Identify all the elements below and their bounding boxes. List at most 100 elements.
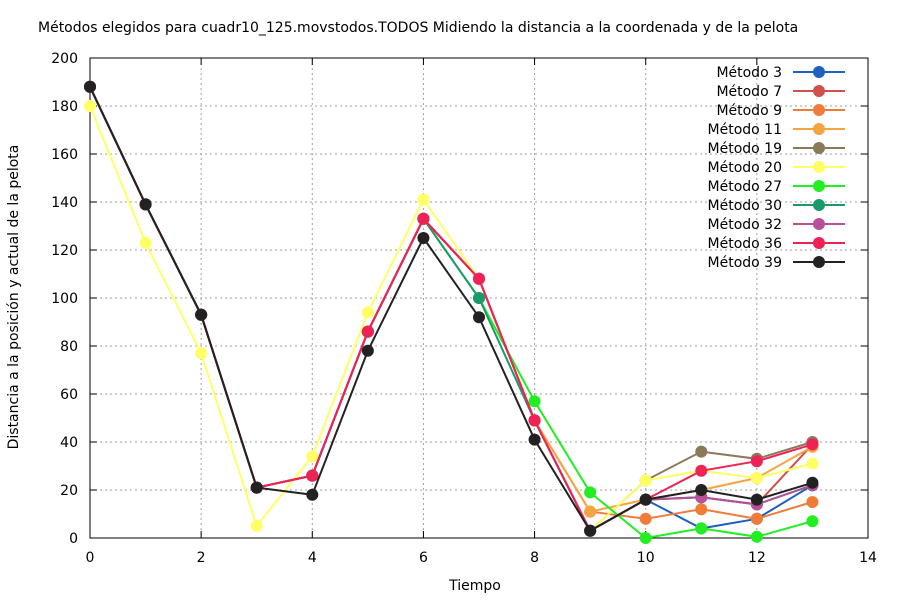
- legend-item: Método 36: [708, 236, 845, 252]
- grid: [89, 57, 869, 539]
- legend-label: Método 7: [716, 84, 782, 100]
- data-point: Método 27: 13, 7: [806, 515, 819, 528]
- x-tick-label: 0: [86, 550, 95, 566]
- legend-swatch-marker: [813, 85, 825, 97]
- data-point: Método 9: 11, 12: [695, 503, 708, 516]
- y-tick-label: 120: [51, 243, 78, 259]
- legend-label: Método 11: [708, 122, 782, 138]
- data-point: Método 39: 10, 16: [639, 493, 652, 506]
- legend-item: Método 11: [708, 122, 845, 138]
- legend-swatch-marker: [813, 237, 825, 249]
- data-point: Método 19: 11, 36: [695, 445, 708, 458]
- y-tick-label: 0: [69, 531, 78, 547]
- legend-item: Método 3: [716, 65, 845, 81]
- data-point: Método 39: 12, 16: [750, 493, 763, 506]
- data-point: Método 36: 6, 133: [417, 212, 430, 225]
- y-tick-label: 60: [60, 387, 78, 403]
- legend-item: Método 7: [716, 84, 845, 100]
- data-point: Método 30: 7, 100: [473, 292, 485, 304]
- data-point: Método 27: 8, 57: [528, 395, 541, 408]
- data-point: Método 36: 12, 32: [750, 455, 763, 468]
- data-point: Método 27: 9, 19: [584, 486, 597, 499]
- x-tick-label: 10: [637, 550, 655, 566]
- axes: 0 20 40 60 80 100 120 140 160 180 200 0 2 4 6 8 10 12 14: [51, 51, 877, 566]
- data-point: Método 20: 4, 34: [306, 450, 319, 463]
- y-tick-label: 160: [51, 147, 78, 163]
- legend-swatch-marker: [813, 123, 825, 135]
- x-tick-label: 8: [530, 550, 539, 566]
- y-axis-label: Distancia a la posición y actual de la p…: [6, 145, 22, 450]
- series-group: Método 3: 0, 188Método 3: 1, 139Método 3…: [84, 80, 819, 544]
- legend-label: Método 39: [708, 255, 782, 271]
- legend-swatch-marker: [813, 161, 825, 173]
- data-point: Método 39: 1, 139: [139, 198, 152, 211]
- data-point: Método 36: 13, 39: [806, 438, 819, 451]
- data-point: Método 27: 12, 0.5: [750, 530, 763, 543]
- data-point: Método 36: 11, 28: [695, 464, 708, 477]
- legend-label: Método 32: [708, 217, 782, 233]
- y-tick-label: 140: [51, 195, 78, 211]
- data-point: Método 39: 7, 92: [473, 311, 485, 324]
- legend-label: Método 20: [708, 160, 782, 176]
- y-tick-label: 40: [60, 435, 78, 451]
- data-point: Método 9: 13, 15: [806, 496, 819, 508]
- chart-title: Métodos elegidos para cuadr10_125.movsto…: [38, 20, 798, 36]
- data-point: Método 39: 4, 18: [306, 488, 319, 501]
- legend-item: Método 19: [708, 141, 845, 157]
- data-point: Método 39: 8, 41: [528, 433, 541, 446]
- data-point: Método 36: 8, 49: [528, 414, 541, 427]
- data-point: Método 39: 2, 93: [195, 308, 208, 321]
- data-point: Método 11: 9, 11: [584, 505, 597, 518]
- y-tick-label: 180: [51, 99, 78, 115]
- legend-label: Método 3: [716, 65, 782, 81]
- series-line: [89, 86, 813, 533]
- legend-label: Método 27: [708, 179, 782, 195]
- data-point: Método 20: 6, 141: [417, 193, 430, 206]
- x-tick-label: 2: [197, 550, 206, 566]
- legend-swatch-marker: [813, 180, 825, 192]
- data-point: Método 9: 10, 8: [639, 512, 652, 525]
- data-point: Método 20: 10, 24: [639, 474, 652, 487]
- legend-label: Método 9: [716, 103, 782, 119]
- data-point: Método 20: 12, 25: [750, 472, 763, 484]
- legend-swatch-marker: [813, 66, 825, 78]
- legend-item: Método 30: [708, 198, 845, 214]
- x-tick-label: 4: [308, 550, 317, 566]
- data-point: Método 39: 11, 20: [695, 484, 708, 496]
- legend-label: Método 30: [708, 198, 782, 214]
- data-point: Método 9: 12, 8: [750, 512, 763, 525]
- series-m-todo-39: Método 39: 0, 188 Método 39: 1, 139 Método…: [84, 80, 819, 537]
- legend: Método 3 Método 7 Método 9 Método 11 Método …: [708, 65, 845, 271]
- data-point: Método 36: 7, 108: [473, 272, 485, 285]
- legend-swatch-marker: [813, 218, 825, 230]
- y-tick-label: 20: [60, 483, 78, 499]
- legend-item: Método 27: [708, 179, 845, 195]
- data-point: Método 20: 2, 77: [195, 347, 208, 360]
- data-point: Método 20: 13, 31: [806, 457, 819, 470]
- legend-swatch-marker: [813, 104, 825, 116]
- legend-item: Método 9: [716, 103, 845, 119]
- data-point: Método 39: 9, 3: [584, 524, 597, 537]
- x-axis-label: Tiempo: [448, 578, 501, 594]
- legend-item: Método 20: [708, 160, 845, 176]
- y-tick-label: 100: [51, 291, 78, 307]
- legend-swatch-marker: [813, 256, 825, 268]
- data-point: Método 27: 10, 0: [639, 532, 652, 544]
- series-line: [89, 105, 813, 533]
- x-tick-label: 6: [419, 550, 428, 566]
- y-tick-label: 200: [51, 51, 78, 67]
- data-point: Método 20: 5, 94: [361, 306, 374, 319]
- y-tick-label: 80: [60, 339, 78, 355]
- x-tick-label: 14: [859, 550, 877, 566]
- data-point: Método 39: 13, 23: [806, 476, 819, 489]
- legend-item: Método 32: [708, 217, 845, 233]
- data-point: Método 20: 1, 123: [139, 236, 152, 249]
- data-point: Método 36: 4, 26: [306, 469, 319, 482]
- data-point: Método 27: 11, 4: [695, 522, 708, 535]
- data-point: Método 39: 0, 188: [84, 80, 96, 93]
- legend-label: Método 19: [708, 141, 782, 157]
- data-point: Método 36: 5, 86: [361, 325, 374, 338]
- data-point: Método 20: 3, 5: [250, 520, 263, 532]
